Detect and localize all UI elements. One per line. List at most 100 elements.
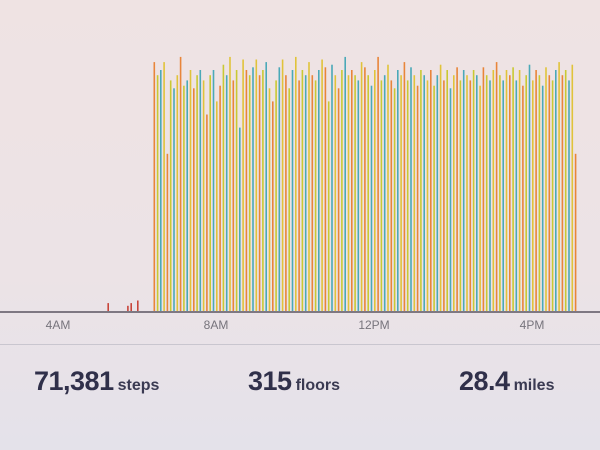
bar: [166, 153, 169, 311]
bar: [390, 80, 393, 312]
bar: [179, 56, 182, 312]
bar: [275, 80, 277, 312]
bar: [347, 75, 350, 311]
bar: [522, 85, 524, 311]
activity-bar-chart: 4AM 8AM 12PM 4PM: [0, 56, 600, 332]
bar: [476, 75, 478, 311]
early-bar: [107, 303, 109, 311]
bar: [169, 80, 172, 312]
bar: [235, 70, 238, 311]
bar: [426, 80, 429, 312]
bar: [406, 80, 409, 312]
bar: [229, 56, 231, 312]
bar: [469, 80, 472, 312]
bar: [528, 64, 531, 311]
bar: [183, 85, 185, 311]
bar: [337, 88, 340, 311]
bar: [574, 153, 577, 311]
bar: [459, 80, 462, 312]
bar: [163, 62, 165, 311]
steps-value: 71,381: [34, 366, 114, 396]
bar: [499, 75, 501, 311]
bar: [186, 80, 188, 312]
bar: [439, 64, 442, 311]
bar: [456, 67, 458, 311]
bar: [482, 67, 485, 311]
bar: [239, 127, 241, 311]
bar: [265, 62, 267, 311]
x-tick-label: 4AM: [46, 318, 71, 332]
floors-unit: floors: [295, 377, 341, 394]
early-bar: [137, 300, 139, 311]
bar: [156, 75, 159, 311]
x-tick-label: 12PM: [358, 318, 389, 332]
bar: [525, 75, 527, 311]
bar: [364, 67, 366, 311]
bar: [202, 80, 205, 312]
bar: [212, 70, 215, 311]
bar: [216, 101, 218, 312]
bar: [446, 70, 448, 311]
bar: [416, 85, 419, 311]
bar: [324, 67, 327, 311]
bar: [160, 70, 162, 311]
bar: [222, 64, 225, 311]
bar: [334, 75, 337, 311]
bar: [383, 75, 386, 311]
bar: [189, 70, 192, 311]
bar: [327, 101, 330, 312]
bar: [331, 64, 333, 311]
bar: [548, 75, 551, 311]
bar: [532, 80, 534, 312]
bar: [304, 75, 307, 311]
bar: [321, 59, 323, 311]
bar: [351, 70, 353, 311]
bar: [209, 75, 211, 311]
bar: [288, 88, 290, 311]
bar: [420, 70, 422, 311]
bar: [515, 80, 518, 312]
bar: [311, 75, 314, 311]
miles-stat: 28.4 miles: [459, 366, 554, 397]
bar: [281, 59, 284, 311]
bar: [370, 85, 373, 311]
bars-group: [107, 56, 577, 312]
bar: [308, 62, 310, 311]
bar: [258, 75, 261, 311]
bar: [423, 75, 425, 311]
bar: [551, 80, 554, 312]
bar: [472, 70, 475, 311]
floors-value: 315: [248, 366, 292, 396]
bar: [568, 80, 570, 312]
early-bar: [130, 303, 132, 311]
bar: [485, 75, 488, 311]
bar: [436, 75, 439, 311]
bar: [400, 75, 402, 311]
bar: [410, 67, 412, 311]
bar: [430, 70, 432, 311]
bar: [453, 75, 455, 311]
bar: [153, 62, 156, 311]
bar: [479, 85, 481, 311]
divider: [0, 344, 600, 345]
x-tick-label: 4PM: [520, 318, 545, 332]
bar: [357, 80, 360, 312]
bar: [433, 85, 435, 311]
bar: [242, 59, 244, 311]
bar: [518, 70, 521, 311]
bar: [374, 70, 376, 311]
bar: [541, 85, 544, 311]
x-tick-label: 8AM: [204, 318, 229, 332]
bar: [176, 75, 179, 311]
bar: [413, 75, 416, 311]
bar: [173, 88, 175, 311]
bar: [295, 56, 297, 312]
bar: [301, 70, 304, 311]
bar: [272, 101, 274, 312]
bar: [564, 70, 567, 311]
bar: [443, 80, 445, 312]
bar: [403, 62, 406, 311]
bar: [291, 70, 294, 311]
bar: [492, 70, 495, 311]
bar: [285, 75, 287, 311]
